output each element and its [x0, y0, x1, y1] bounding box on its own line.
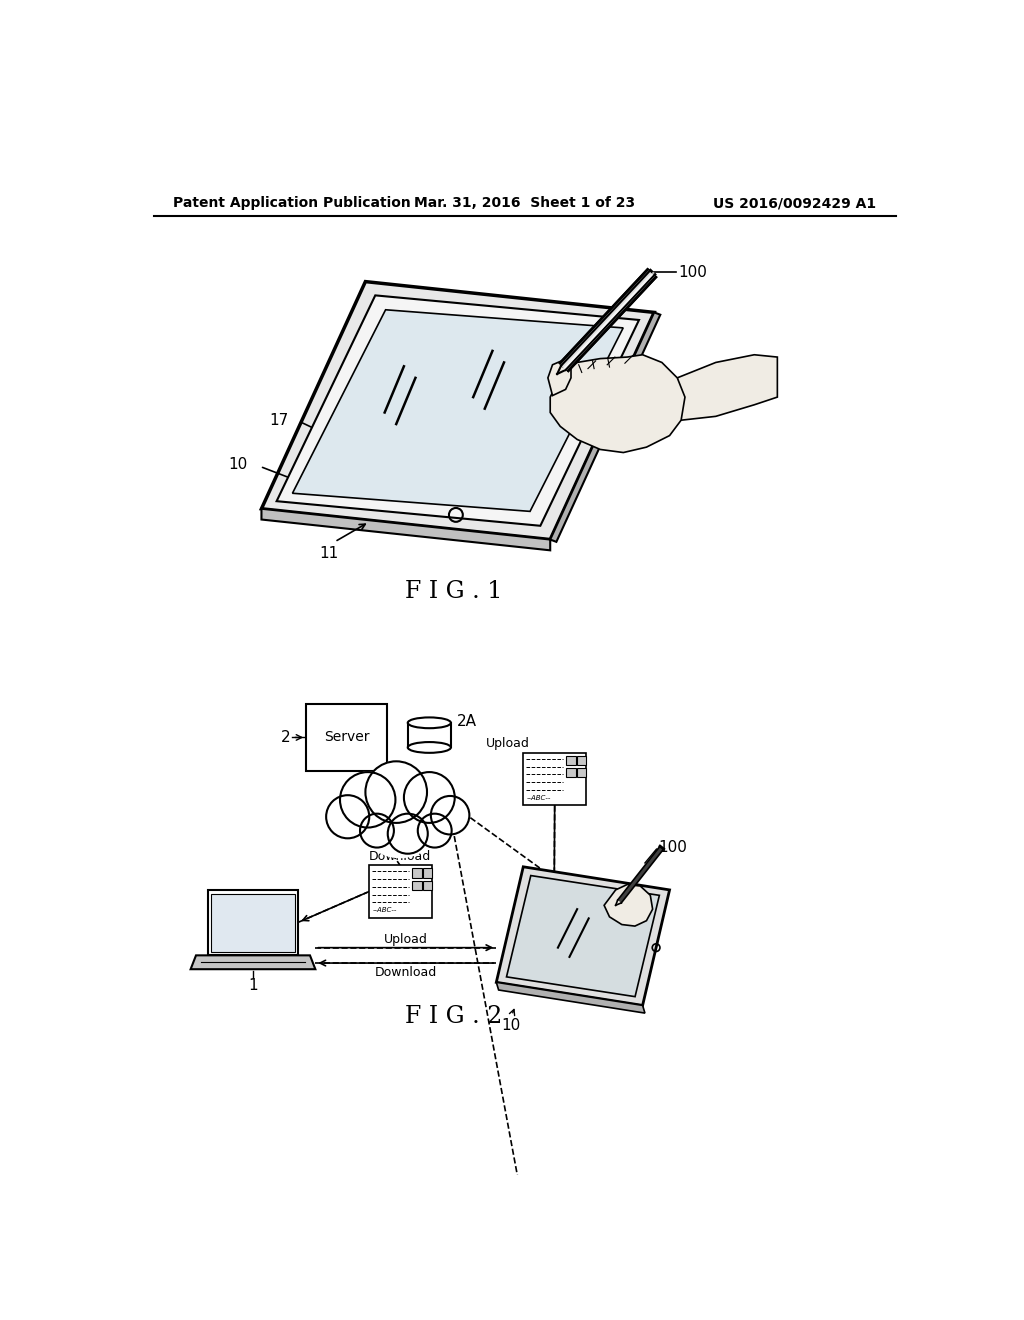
Polygon shape [261, 281, 654, 540]
Ellipse shape [408, 742, 451, 752]
Polygon shape [261, 508, 550, 550]
Circle shape [366, 762, 427, 822]
Text: Mar. 31, 2016  Sheet 1 of 23: Mar. 31, 2016 Sheet 1 of 23 [415, 197, 635, 210]
Polygon shape [550, 355, 685, 453]
Circle shape [418, 813, 452, 847]
Bar [578, 756, 587, 766]
Text: Server: Server [324, 730, 370, 744]
Text: Upload: Upload [384, 933, 427, 946]
Circle shape [431, 796, 469, 834]
Circle shape [403, 772, 455, 822]
Polygon shape [276, 296, 639, 525]
Text: 1: 1 [248, 978, 258, 994]
Text: Download: Download [375, 966, 436, 979]
Text: Upload: Upload [486, 737, 529, 750]
Bar [423, 880, 432, 890]
Bar [208, 890, 298, 956]
Bar [413, 869, 422, 878]
Polygon shape [293, 310, 624, 511]
Polygon shape [617, 846, 664, 903]
Text: Download: Download [369, 850, 431, 862]
Bar [566, 768, 575, 777]
Circle shape [357, 774, 442, 858]
Circle shape [340, 772, 395, 828]
Bar [306, 704, 387, 771]
Bar [413, 880, 422, 890]
Bar [370, 866, 432, 917]
Text: 11: 11 [319, 545, 339, 561]
Bar [566, 756, 575, 766]
Text: 10: 10 [228, 457, 248, 473]
Text: 2A: 2A [457, 714, 477, 729]
Bar [578, 768, 587, 777]
Polygon shape [190, 956, 315, 969]
Polygon shape [604, 884, 652, 927]
Circle shape [326, 795, 370, 838]
Polygon shape [497, 867, 670, 1006]
Text: 100: 100 [678, 265, 707, 280]
Text: Patent Application Publication: Patent Application Publication [173, 197, 411, 210]
Bar [408, 723, 451, 747]
Polygon shape [677, 355, 777, 420]
Text: --ABC--: --ABC-- [526, 795, 551, 800]
Text: --ABC--: --ABC-- [373, 907, 396, 913]
Text: F I G . 1: F I G . 1 [406, 581, 503, 603]
Text: 100: 100 [658, 840, 687, 855]
Text: 10: 10 [502, 1019, 521, 1034]
Circle shape [388, 813, 428, 854]
Polygon shape [497, 982, 645, 1014]
Text: US 2016/0092429 A1: US 2016/0092429 A1 [713, 197, 876, 210]
Polygon shape [507, 875, 659, 997]
Bar [423, 869, 432, 878]
Text: 2: 2 [282, 730, 291, 744]
Bar [523, 752, 587, 805]
Text: F I G . 2: F I G . 2 [406, 1006, 503, 1028]
Ellipse shape [408, 718, 451, 729]
Polygon shape [550, 313, 660, 543]
Bar [211, 894, 295, 952]
Polygon shape [548, 360, 571, 396]
Circle shape [360, 813, 394, 847]
Text: 17: 17 [269, 413, 289, 428]
